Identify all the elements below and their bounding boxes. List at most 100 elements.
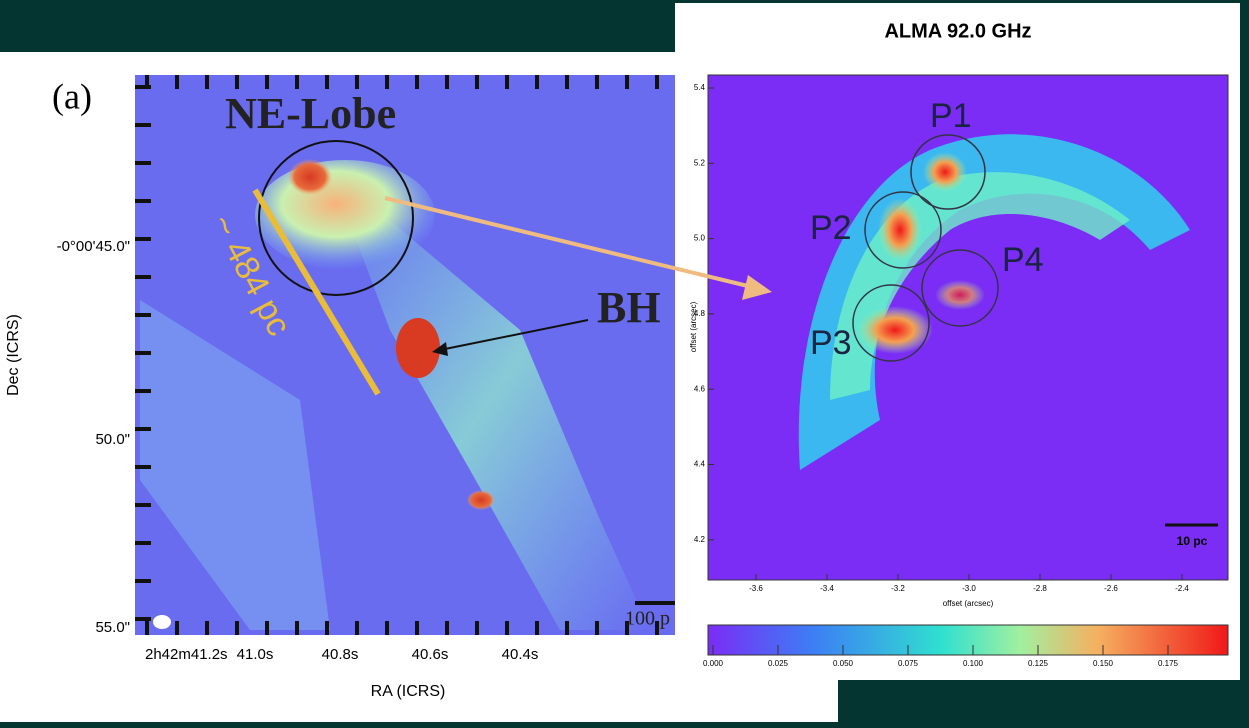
x-tick-label: -3.4	[820, 584, 834, 593]
frame-tick	[135, 123, 151, 127]
frame-tick	[445, 621, 449, 635]
frame-tick	[175, 75, 179, 89]
x-tick-label: 40.6s	[412, 646, 449, 663]
bh-label: BH	[597, 283, 661, 332]
frame-tick	[135, 351, 151, 355]
p1-peak	[923, 152, 967, 192]
right-x-axis-title: offset (arcsec)	[943, 599, 994, 608]
colorbar-tick-label: 0.150	[1093, 659, 1114, 668]
p2-peak	[878, 198, 922, 262]
peak-label: P2	[810, 209, 852, 247]
frame-tick	[295, 75, 299, 89]
panel-label: (a)	[52, 76, 92, 116]
frame-tick	[135, 199, 151, 203]
frame-tick	[205, 621, 209, 635]
y-tick-label: 5.4	[694, 83, 706, 92]
frame-tick	[135, 579, 151, 583]
frame-tick	[235, 75, 239, 89]
frame-tick	[325, 75, 329, 89]
x-tick-label: 2h42m41.2s	[145, 646, 228, 663]
y-tick-label: 4.4	[694, 460, 706, 469]
colorbar-tick-label: 0.100	[963, 659, 984, 668]
frame-tick	[135, 389, 151, 393]
bh-core	[396, 318, 440, 378]
frame-tick	[535, 621, 539, 635]
y-tick-label: 4.6	[694, 384, 706, 393]
frame-tick	[625, 75, 629, 89]
frame-tick	[135, 503, 151, 507]
p3-peak	[857, 306, 933, 354]
peak-label: P4	[1002, 241, 1044, 279]
frame-tick	[175, 621, 179, 635]
frame-tick	[385, 621, 389, 635]
colorbar-tick-label: 0.175	[1158, 659, 1179, 668]
frame-tick	[135, 541, 151, 545]
slide: -0°00'45.0" 50.0" 55.0" 2h42m41.2s 41.0s 40.8…	[0, 0, 1249, 728]
frame-tick	[325, 621, 329, 635]
frame-tick	[135, 275, 151, 279]
lobe-label: NE-Lobe	[225, 89, 396, 138]
x-tick-label: -2.8	[1033, 584, 1047, 593]
frame-tick	[475, 75, 479, 89]
beam	[153, 615, 171, 629]
y-tick-label: 50.0"	[95, 431, 130, 448]
colorbar-tick-label: 0.050	[833, 659, 854, 668]
frame-tick	[135, 237, 151, 241]
frame-tick	[535, 75, 539, 89]
frame-tick	[135, 465, 151, 469]
frame-tick	[135, 161, 151, 165]
frame-tick	[595, 621, 599, 635]
frame-tick	[415, 75, 419, 89]
x-tick-label: -2.4	[1175, 584, 1189, 593]
y-tick-label: -0°00'45.0"	[57, 238, 130, 255]
frame-tick	[135, 617, 151, 621]
frame-tick	[595, 75, 599, 89]
frame-tick	[135, 427, 151, 431]
y-axis-title: Dec (ICRS)	[5, 314, 22, 396]
frame-tick	[235, 621, 239, 635]
knot	[467, 490, 495, 510]
colorbar-tick-label: 0.125	[1028, 659, 1049, 668]
y-tick-label: 4.2	[694, 535, 706, 544]
x-tick-label: 41.0s	[237, 646, 274, 663]
peak-label: P1	[930, 97, 972, 135]
frame-tick	[145, 621, 149, 635]
frame-tick	[265, 75, 269, 89]
corner-bg	[838, 680, 1249, 728]
colorbar-tick-label: 0.075	[898, 659, 919, 668]
y-tick-label: 5.2	[694, 158, 706, 167]
frame-tick	[355, 621, 359, 635]
frame-tick	[205, 75, 209, 89]
frame-tick	[505, 621, 509, 635]
x-tick-label: 40.4s	[502, 646, 539, 663]
frame-tick	[475, 621, 479, 635]
frame-tick	[355, 75, 359, 89]
frame-tick	[655, 75, 659, 89]
p4-peak	[935, 280, 985, 310]
frame-tick	[505, 75, 509, 89]
frame-tick	[295, 621, 299, 635]
y-tick-label: 55.0"	[95, 619, 130, 636]
scalebar-label: 10 pc	[1177, 534, 1208, 548]
colorbar-tick-label: 0.000	[703, 659, 724, 668]
right-title: ALMA 92.0 GHz	[884, 20, 1031, 42]
x-tick-label: 40.8s	[322, 646, 359, 663]
frame-tick	[265, 621, 269, 635]
scalebar-label: 100 p	[625, 608, 670, 630]
frame-tick	[135, 85, 151, 89]
x-tick-label: -3.0	[962, 584, 976, 593]
x-axis-title: RA (ICRS)	[371, 683, 446, 700]
lobe-peak	[288, 159, 332, 195]
x-tick-label: -2.6	[1104, 584, 1118, 593]
frame-tick	[445, 75, 449, 89]
peak-label: P3	[810, 324, 852, 362]
lobe-emission	[255, 160, 435, 270]
x-tick-label: -3.6	[749, 584, 763, 593]
frame-tick	[565, 621, 569, 635]
frame-tick	[415, 621, 419, 635]
y-tick-label: 5.0	[694, 234, 706, 243]
y-tick-label: 4.8	[694, 309, 706, 318]
colorbar	[708, 625, 1228, 655]
frame-tick	[385, 75, 389, 89]
x-tick-label: -3.2	[891, 584, 905, 593]
